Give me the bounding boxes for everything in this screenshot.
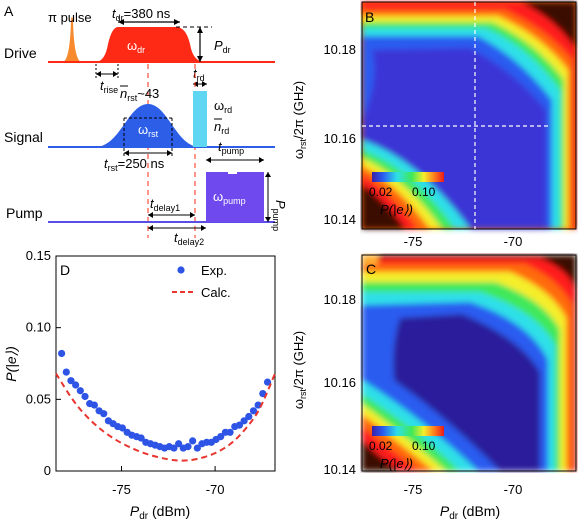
c-ytick-2: 10.16 — [323, 375, 356, 390]
exp-data-point — [259, 390, 267, 398]
c-ylabel: ωrst/2π (GHz) — [291, 331, 308, 409]
exp-data-point — [249, 407, 258, 415]
cb-b-tick-2: 0.10 — [412, 185, 436, 199]
t-delay2-label: tdelay2 — [174, 230, 204, 247]
pi-pulse-label: π pulse — [48, 10, 92, 25]
c-xtick-1: -75 — [404, 482, 423, 497]
b-ytick-1: 10.18 — [323, 42, 356, 57]
omega-rst-label: ωrst — [138, 122, 159, 139]
exp-data-point — [245, 412, 253, 421]
d-ytick-label: 0.05 — [26, 391, 51, 406]
p-pump-label: Ppump — [271, 200, 288, 231]
exp-data-point — [189, 437, 197, 445]
c-xtick-2: -70 — [504, 482, 523, 497]
panel-a-label: A — [4, 3, 14, 19]
exp-data-point — [263, 378, 272, 386]
exp-data-point — [81, 392, 89, 401]
legend-exp-label: Exp. — [201, 263, 227, 278]
legend-calc-label: Calc. — [201, 285, 231, 300]
b-ytick-2: 10.16 — [323, 131, 356, 146]
panel-d-label: D — [60, 262, 70, 278]
calc-series-line — [55, 373, 276, 462]
exp-data-point — [217, 433, 225, 441]
b-ylabel: ωrst/2π (GHz) — [291, 81, 308, 159]
panel-a: A π pulse Drive ωdr tdr=380 ns Pdr trise… — [4, 3, 288, 247]
p-dr-label: Pdr — [214, 38, 231, 55]
panel-b: B 0.02 0.10 P(|e⟩) 10.18 10.16 10.14 -75… — [291, 1, 577, 249]
d-plot-frame — [55, 255, 276, 472]
panel-c: C 0.02 0.10 P(|e⟩) 10.18 10.16 10.14 -75… — [291, 254, 577, 522]
exp-data-point — [58, 349, 66, 358]
c-ytick-3: 10.14 — [323, 462, 356, 477]
t-rise-label: trise — [100, 78, 118, 95]
omega-dr-label: ωdr — [127, 38, 145, 55]
exp-data-point — [240, 417, 248, 425]
exp-data-point — [170, 444, 178, 452]
exp-data-point — [72, 381, 80, 389]
colorbar-b — [372, 172, 444, 182]
b-ytick-3: 10.14 — [323, 212, 356, 227]
n-rst-label: nrst~43 — [120, 86, 159, 103]
n-rd-label: nrd — [214, 119, 229, 136]
exp-data-point — [62, 368, 70, 376]
exp-data-point — [175, 440, 183, 448]
t-rst-label: trst=250 ns — [104, 156, 165, 173]
cb-b-tick-1: 0.02 — [369, 185, 393, 199]
drive-row-label: Drive — [4, 45, 37, 61]
exp-data-point — [137, 434, 145, 442]
d-ytick-label: 0.15 — [26, 248, 51, 263]
signal-row-label: Signal — [4, 129, 43, 145]
panel-c-label: C — [366, 261, 376, 277]
exp-data-point — [100, 410, 108, 418]
legend-exp-marker — [177, 266, 185, 274]
exp-data-point — [67, 377, 75, 385]
exp-data-point — [193, 444, 201, 452]
signal-pulse — [95, 104, 200, 147]
d-xlabel: Pdr (dBm) — [130, 503, 190, 522]
panel-b-label: B — [365, 9, 374, 25]
pump-row-label: Pump — [6, 205, 43, 221]
t-delay1-label: tdelay1 — [150, 196, 180, 213]
b-xtick-2: -70 — [504, 234, 523, 249]
cb-c-tick-1: 0.02 — [369, 439, 393, 453]
c-xlabel: Pdr (dBm) — [440, 503, 500, 522]
d-xtick-label: -75 — [112, 482, 131, 497]
pi-pulse-shape — [62, 17, 82, 62]
d-ylabel: P(|e⟩) — [3, 346, 19, 382]
pump-pulse — [206, 172, 264, 222]
b-xtick-1: -75 — [404, 234, 423, 249]
d-ytick-label: 0 — [44, 463, 51, 478]
exp-data-point — [90, 401, 98, 409]
c-ytick-1: 10.18 — [323, 292, 356, 307]
cb-c-tick-2: 0.10 — [412, 439, 436, 453]
panel-d-chart: D 00.050.100.15-75 -70 Exp. Calc. P(|e⟩) … — [3, 248, 276, 522]
cb-b-label: P(|e⟩) — [380, 202, 413, 217]
colorbar-c — [372, 426, 444, 436]
t-pump-label: tpump — [218, 139, 244, 156]
exp-data-point — [118, 424, 127, 432]
t-dr-label: tdr=380 ns — [112, 6, 171, 23]
cb-c-label: P(|e⟩) — [380, 456, 413, 471]
exp-data-point — [184, 443, 192, 451]
drive-pulse — [95, 27, 205, 62]
omega-rd-label: ωrd — [214, 98, 232, 115]
exp-data-point — [226, 428, 234, 436]
d-xtick-label: -70 — [206, 482, 225, 497]
omega-pump-label: ωpump — [213, 189, 246, 206]
exp-data-point — [235, 421, 244, 429]
readout-pulse — [193, 91, 207, 147]
d-ytick-label: 0.10 — [26, 320, 51, 335]
exp-data-point — [76, 387, 84, 395]
